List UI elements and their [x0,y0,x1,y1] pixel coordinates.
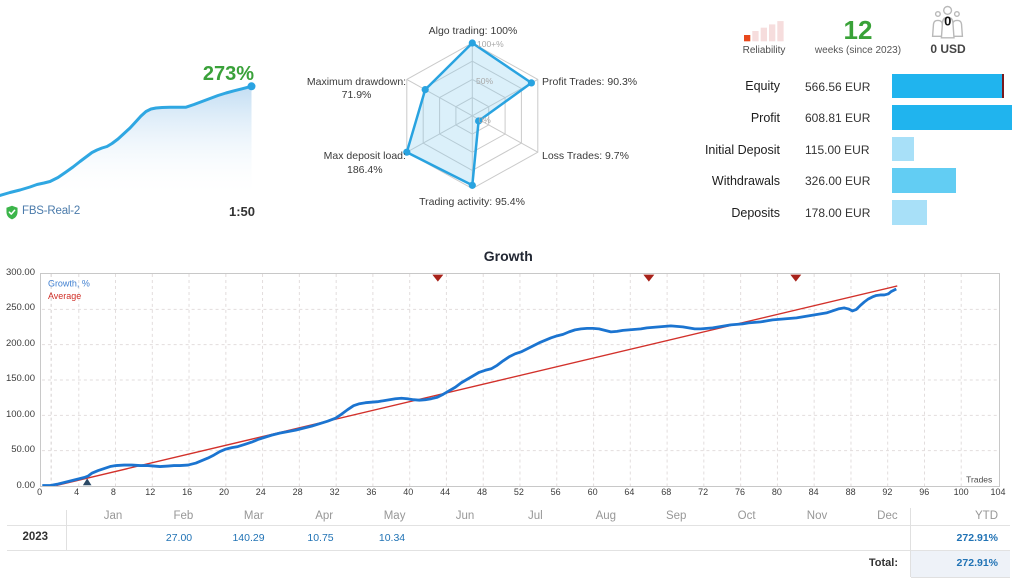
svg-text:Trades: Trades [966,474,992,484]
svg-text:Growth, %: Growth, % [48,278,90,288]
svg-text:0: 0 [944,14,951,29]
svg-text:Average: Average [48,290,81,300]
